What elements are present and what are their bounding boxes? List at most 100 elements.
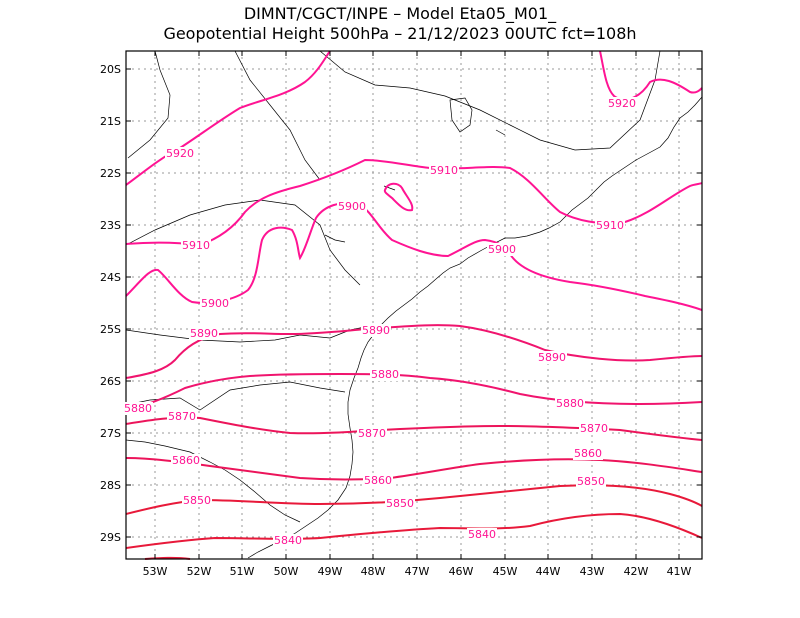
contour-label-halo <box>200 297 230 310</box>
contour-5860 <box>125 457 703 481</box>
lagoon <box>449 97 473 133</box>
contour-label-halo <box>467 528 497 541</box>
coastline <box>247 96 703 559</box>
contour-label: 5910 <box>182 239 210 252</box>
contour-label-halo <box>361 324 391 337</box>
lat-label: 21S <box>100 115 121 128</box>
lon-label: 49W <box>318 565 343 578</box>
contour-label: 5920 <box>608 97 636 110</box>
lon-label: 53W <box>143 565 168 578</box>
contour-label-halo <box>429 164 459 177</box>
lon-ticks <box>154 51 680 559</box>
state-border-2 <box>234 50 321 181</box>
contour-label: 5880 <box>371 368 399 381</box>
lat-label: 23S <box>100 219 121 232</box>
contour-label-halo <box>337 200 367 213</box>
contour-5920-b <box>599 50 703 101</box>
contour-label: 5840 <box>274 534 302 547</box>
lat-label: 26S <box>100 375 121 388</box>
contour-label-halo <box>357 427 387 440</box>
contour-label: 5900 <box>338 200 366 213</box>
lon-label: 51W <box>230 565 255 578</box>
contour-label-halo <box>181 239 211 252</box>
contour-label: 5870 <box>168 410 196 423</box>
contour-label-halo <box>165 147 195 160</box>
lon-gridlines <box>154 51 680 559</box>
contour-label: 5860 <box>364 474 392 487</box>
contour-label-halo <box>595 219 625 232</box>
lat-label: 25S <box>100 323 121 336</box>
contour-label: 5870 <box>580 422 608 435</box>
contour-label-halo <box>576 475 606 488</box>
lat-label: 24S <box>100 271 121 284</box>
contour-label: 5860 <box>172 454 200 467</box>
lat-label: 28S <box>100 479 121 492</box>
contour-label: 5900 <box>201 297 229 310</box>
contour-label-halo <box>607 97 637 110</box>
map-frame <box>125 50 703 560</box>
contour-label-halo <box>189 327 219 340</box>
lon-label: 47W <box>405 565 430 578</box>
contour-label-halo <box>385 497 415 510</box>
contour-label-halo <box>573 447 603 460</box>
contour-label-halo <box>370 368 400 381</box>
lat-label: 22S <box>100 167 121 180</box>
state-border-6 <box>125 381 346 411</box>
contour-label-halo <box>182 494 212 507</box>
contour-label: 5880 <box>124 402 152 415</box>
contour-5900-loop <box>383 182 414 212</box>
lon-label: 52W <box>187 565 212 578</box>
state-border-1 <box>127 50 171 159</box>
contour-label: 5840 <box>468 528 496 541</box>
lon-labels: 53W 52W 51W 50W 49W 48W 47W 46W 45W 44W … <box>143 565 692 578</box>
lon-label: 48W <box>361 565 386 578</box>
lat-label: 29S <box>100 531 121 544</box>
contour-label: 5920 <box>166 147 194 160</box>
contour-label-halo <box>167 410 197 423</box>
lon-label: 41W <box>667 565 692 578</box>
contour-label: 5910 <box>430 164 458 177</box>
contour-label-halo <box>537 351 567 364</box>
lat-label: 20S <box>100 63 121 76</box>
contour-5840 <box>125 512 703 549</box>
contour-label-halo <box>273 534 303 547</box>
map-title-line1: DIMNT/CGCT/INPE – Model Eta05_M01_ <box>243 4 557 23</box>
contour-labels: 5920 5920 5910 5910 5910 5900 5900 5900 … <box>123 97 637 547</box>
lon-label: 43W <box>580 565 605 578</box>
contour-label: 5880 <box>556 397 584 410</box>
contour-5880 <box>125 373 703 411</box>
state-border-4 <box>125 199 361 286</box>
lon-label: 50W <box>274 565 299 578</box>
contour-5870 <box>125 416 703 441</box>
contour-label: 5850 <box>183 494 211 507</box>
contour-label-halo <box>579 422 609 435</box>
contour-label: 5890 <box>190 327 218 340</box>
contour-label: 5890 <box>362 324 390 337</box>
contour-label-halo <box>487 243 517 256</box>
contour-label-halo <box>123 402 153 415</box>
contour-label: 5850 <box>577 475 605 488</box>
contour-label: 5910 <box>596 219 624 232</box>
lat-labels: 20S 21S 22S 23S 24S 25S 26S 27S 28S 29S <box>100 63 121 544</box>
country-border <box>125 439 301 523</box>
state-border-5 <box>125 324 376 343</box>
contour-5920-a <box>125 50 331 186</box>
lon-label: 42W <box>624 565 649 578</box>
coastline-and-borders <box>125 50 703 559</box>
contour-label: 5860 <box>574 447 602 460</box>
lat-ticks <box>126 68 702 538</box>
contour-label: 5900 <box>488 243 516 256</box>
contour-label: 5850 <box>386 497 414 510</box>
lon-label: 46W <box>449 565 474 578</box>
lon-label: 45W <box>493 565 518 578</box>
contour-label: 5870 <box>358 427 386 440</box>
lat-label: 27S <box>100 427 121 440</box>
contour-label-halo <box>363 474 393 487</box>
map-title-line2: Geopotential Height 500hPa – 21/12/2023 … <box>163 24 637 43</box>
state-border-3 <box>319 50 661 151</box>
lon-label: 44W <box>536 565 561 578</box>
contour-label-halo <box>171 454 201 467</box>
contour-label-halo <box>555 397 585 410</box>
contour-label: 5890 <box>538 351 566 364</box>
